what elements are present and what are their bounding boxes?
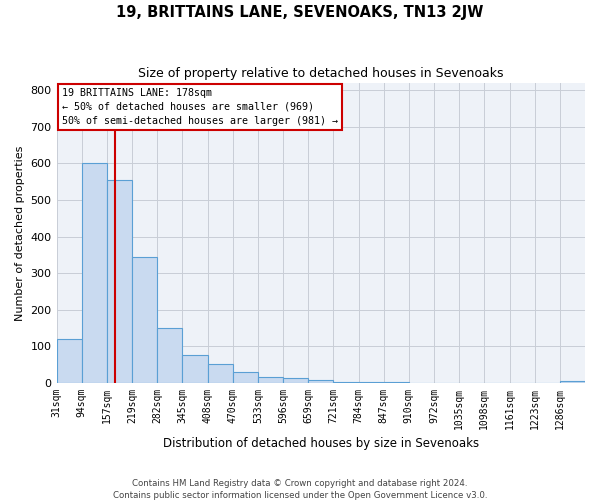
Bar bbox=[107, 180, 132, 382]
Bar bbox=[132, 256, 157, 382]
Bar bbox=[82, 164, 107, 382]
Bar bbox=[258, 377, 283, 382]
Bar bbox=[233, 372, 258, 382]
Y-axis label: Number of detached properties: Number of detached properties bbox=[15, 145, 25, 320]
Bar bbox=[283, 378, 308, 382]
Bar bbox=[560, 381, 585, 382]
Bar bbox=[182, 356, 208, 382]
Bar bbox=[56, 339, 82, 382]
Text: 19 BRITTAINS LANE: 178sqm
← 50% of detached houses are smaller (969)
50% of semi: 19 BRITTAINS LANE: 178sqm ← 50% of detac… bbox=[62, 88, 338, 126]
Title: Size of property relative to detached houses in Sevenoaks: Size of property relative to detached ho… bbox=[138, 68, 503, 80]
Bar bbox=[157, 328, 182, 382]
Text: 19, BRITTAINS LANE, SEVENOAKS, TN13 2JW: 19, BRITTAINS LANE, SEVENOAKS, TN13 2JW bbox=[116, 5, 484, 20]
Bar bbox=[208, 364, 233, 382]
Text: Contains HM Land Registry data © Crown copyright and database right 2024.
Contai: Contains HM Land Registry data © Crown c… bbox=[113, 478, 487, 500]
X-axis label: Distribution of detached houses by size in Sevenoaks: Distribution of detached houses by size … bbox=[163, 437, 479, 450]
Bar bbox=[308, 380, 334, 382]
